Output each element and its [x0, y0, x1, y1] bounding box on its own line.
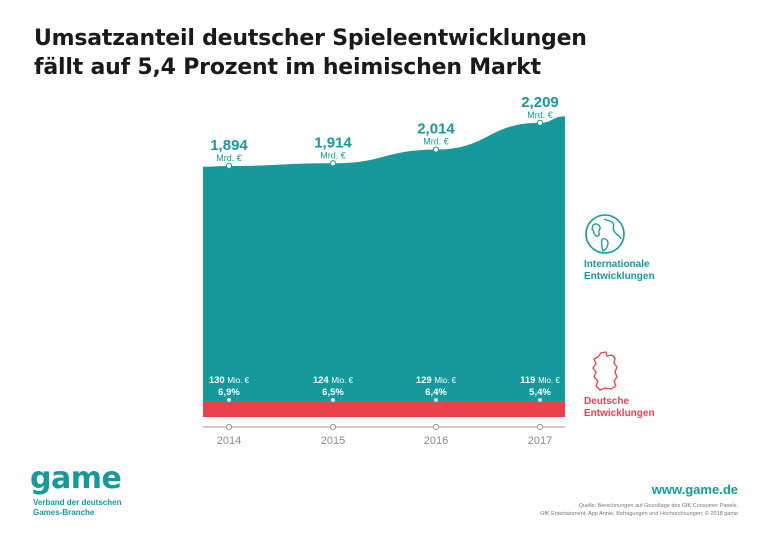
international-unit-label: Mrd. €	[527, 110, 553, 120]
x-tick-label: 2016	[424, 435, 448, 447]
deutsch-value-label: 124 Mio. €	[313, 375, 354, 386]
deutsch-value-label: 130 Mio. €	[209, 375, 250, 386]
deutsch-share-label: 6,4%	[425, 387, 447, 398]
deutsch-unit-label: Mio. €	[538, 376, 560, 385]
deutsch-band	[203, 401, 565, 417]
deutsch-unit-label: Mio. €	[434, 376, 456, 385]
x-tick-label: 2015	[321, 435, 345, 447]
international-value-label: 1,914	[314, 134, 352, 151]
international-point	[329, 160, 337, 167]
deutsch-value-label: 129 Mio. €	[416, 375, 457, 386]
x-axis-tick	[536, 423, 544, 431]
international-area	[203, 116, 565, 401]
logo-tagline: Verband der deutschen Games-Branche	[33, 498, 121, 518]
logo-tagline-line-2: Games-Branche	[33, 508, 95, 517]
chart-title-line-1: Umsatzanteil deutscher Spieleentwicklung…	[34, 26, 587, 51]
x-axis-tick	[225, 423, 233, 431]
deutsch-point	[226, 397, 232, 403]
source-note: Quelle: Berechnungen auf Grundlage des G…	[408, 502, 738, 518]
legend-international: Internationale Entwicklungen	[584, 213, 674, 283]
deutsch-point	[537, 397, 543, 403]
globe-icon	[585, 214, 625, 254]
germany-map-icon	[592, 351, 618, 391]
x-tick-label: 2014	[217, 435, 241, 447]
international-unit-label: Mrd. €	[320, 150, 346, 160]
deutsch-share-label: 5,4%	[529, 387, 551, 398]
deutsch-unit-label: Mio. €	[227, 376, 249, 385]
international-value-label: 2,209	[521, 94, 559, 111]
x-axis-tick	[432, 423, 440, 431]
deutsch-point	[433, 397, 439, 403]
deutsch-value-label: 119 Mio. €	[520, 375, 560, 386]
deutsch-unit-label: Mio. €	[331, 376, 353, 385]
website-link[interactable]: www.game.de	[651, 482, 738, 497]
x-axis-tick	[329, 423, 337, 431]
source-note-line-2: GfK Entertainment, App Annie, Befragunge…	[540, 511, 738, 517]
international-unit-label: Mrd. €	[216, 153, 242, 163]
legend-deutsch-line-1: Deutsche	[584, 396, 630, 407]
game-logo: game	[30, 461, 122, 496]
international-value-label: 1,894	[210, 137, 248, 154]
deutsch-share-label: 6,5%	[322, 387, 344, 398]
international-unit-label: Mrd. €	[423, 137, 449, 147]
deutsch-point	[330, 397, 336, 403]
international-value-label: 2,014	[417, 121, 455, 138]
international-point	[432, 146, 440, 153]
chart-title-line-2: fällt auf 5,4 Prozent im heimischen Mark…	[34, 55, 541, 80]
x-tick-label: 2017	[528, 435, 552, 447]
chart-title: Umsatzanteil deutscher Spieleentwicklung…	[34, 24, 587, 82]
international-point	[225, 162, 233, 170]
legend-deutsch-line-2: Entwicklungen	[584, 408, 655, 419]
legend-international-line-2: Entwicklungen	[584, 271, 655, 282]
international-point	[536, 119, 544, 126]
legend-deutsch: Deutsche Entwicklungen	[584, 350, 674, 420]
logo-tagline-line-1: Verband der deutschen	[33, 498, 122, 507]
source-note-line-1: Quelle: Berechnungen auf Grundlage des G…	[578, 503, 738, 509]
legend-international-line-1: Internationale	[584, 259, 650, 270]
deutsch-share-label: 6,9%	[218, 387, 240, 398]
